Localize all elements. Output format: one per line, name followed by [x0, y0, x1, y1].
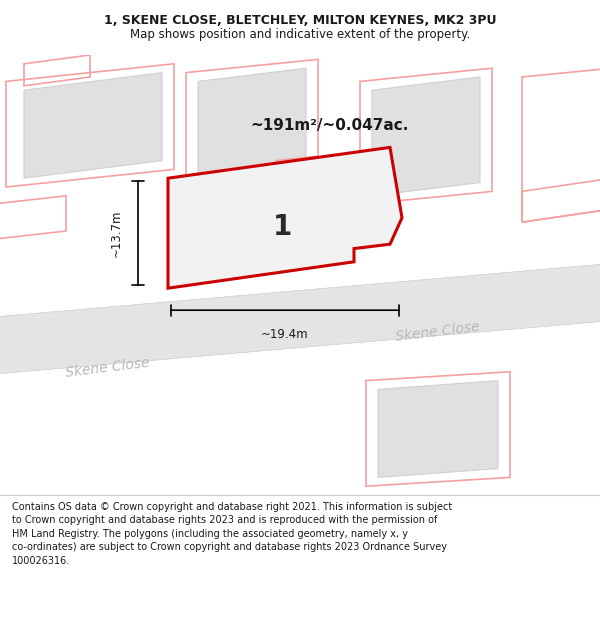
Polygon shape — [186, 156, 390, 279]
Text: ~191m²/~0.047ac.: ~191m²/~0.047ac. — [251, 118, 409, 133]
Polygon shape — [168, 148, 402, 288]
Polygon shape — [372, 77, 480, 196]
Polygon shape — [24, 72, 162, 178]
Text: ~13.7m: ~13.7m — [110, 209, 123, 257]
Polygon shape — [378, 381, 498, 478]
Text: ~19.4m: ~19.4m — [261, 328, 309, 341]
Text: 1: 1 — [272, 213, 292, 241]
Text: Skene Close: Skene Close — [395, 320, 481, 344]
Text: Contains OS data © Crown copyright and database right 2021. This information is : Contains OS data © Crown copyright and d… — [12, 501, 452, 566]
Text: Skene Close: Skene Close — [65, 355, 151, 379]
Polygon shape — [0, 262, 600, 376]
Text: 1, SKENE CLOSE, BLETCHLEY, MILTON KEYNES, MK2 3PU: 1, SKENE CLOSE, BLETCHLEY, MILTON KEYNES… — [104, 14, 496, 27]
Polygon shape — [198, 68, 306, 174]
Text: Map shows position and indicative extent of the property.: Map shows position and indicative extent… — [130, 28, 470, 41]
